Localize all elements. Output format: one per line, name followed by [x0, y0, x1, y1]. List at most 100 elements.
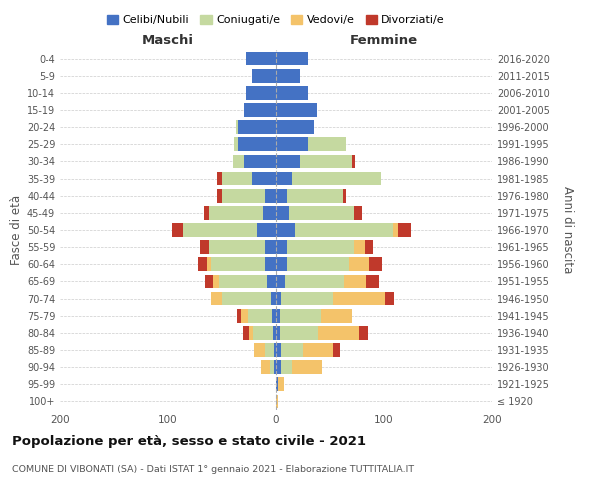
Bar — [295, 223, 392, 237]
Bar — [238, 120, 276, 134]
Bar — [300, 154, 352, 168]
Bar — [209, 206, 263, 220]
Bar — [265, 343, 274, 357]
Bar — [214, 274, 219, 288]
Bar — [318, 326, 359, 340]
Bar — [211, 258, 265, 271]
Bar — [276, 154, 300, 168]
Bar — [333, 343, 340, 357]
Bar — [276, 86, 308, 100]
Bar — [254, 343, 265, 357]
Bar — [280, 326, 318, 340]
Text: Popolazione per età, sesso e stato civile - 2021: Popolazione per età, sesso e stato civil… — [12, 435, 366, 448]
Bar — [303, 343, 333, 357]
Bar — [257, 223, 276, 237]
Bar — [236, 120, 238, 134]
Bar — [287, 240, 354, 254]
Bar — [343, 189, 346, 202]
Bar — [268, 274, 276, 288]
Bar — [207, 258, 211, 271]
Bar — [281, 343, 303, 357]
Bar — [222, 172, 252, 185]
Bar — [276, 258, 287, 271]
Bar — [276, 69, 300, 82]
Bar — [198, 258, 207, 271]
Bar — [276, 223, 295, 237]
Bar — [253, 326, 273, 340]
Bar — [248, 309, 272, 322]
Bar — [276, 394, 278, 408]
Bar — [246, 52, 276, 66]
Text: COMUNE DI VIBONATI (SA) - Dati ISTAT 1° gennaio 2021 - Elaborazione TUTTITALIA.I: COMUNE DI VIBONATI (SA) - Dati ISTAT 1° … — [12, 465, 414, 474]
Bar — [261, 360, 269, 374]
Bar — [238, 138, 276, 151]
Bar — [246, 86, 276, 100]
Bar — [273, 326, 276, 340]
Bar — [398, 223, 411, 237]
Bar — [276, 206, 289, 220]
Bar — [276, 360, 281, 374]
Bar — [244, 103, 276, 117]
Bar — [365, 240, 373, 254]
Bar — [292, 360, 322, 374]
Bar — [292, 172, 381, 185]
Bar — [205, 274, 214, 288]
Bar — [369, 258, 382, 271]
Bar — [234, 138, 238, 151]
Text: Femmine: Femmine — [350, 34, 418, 46]
Bar — [276, 240, 287, 254]
Bar — [278, 378, 284, 391]
Bar — [344, 274, 365, 288]
Bar — [276, 138, 308, 151]
Bar — [200, 240, 209, 254]
Text: Maschi: Maschi — [142, 34, 194, 46]
Bar — [172, 223, 183, 237]
Bar — [203, 206, 209, 220]
Bar — [333, 292, 385, 306]
Bar — [272, 309, 276, 322]
Bar — [252, 69, 276, 82]
Bar — [269, 360, 274, 374]
Bar — [263, 206, 276, 220]
Bar — [284, 274, 344, 288]
Bar — [242, 326, 249, 340]
Bar — [281, 292, 333, 306]
Bar — [222, 189, 265, 202]
Bar — [265, 258, 276, 271]
Y-axis label: Anni di nascita: Anni di nascita — [561, 186, 574, 274]
Bar — [211, 292, 222, 306]
Bar — [222, 292, 271, 306]
Bar — [237, 309, 241, 322]
Bar — [244, 154, 276, 168]
Bar — [359, 326, 368, 340]
Bar — [276, 343, 281, 357]
Bar — [233, 154, 244, 168]
Y-axis label: Fasce di età: Fasce di età — [10, 195, 23, 265]
Bar — [265, 240, 276, 254]
Bar — [276, 52, 308, 66]
Bar — [281, 360, 292, 374]
Bar — [276, 309, 280, 322]
Bar — [274, 360, 276, 374]
Bar — [322, 309, 352, 322]
Bar — [354, 206, 362, 220]
Bar — [385, 292, 394, 306]
Bar — [276, 326, 280, 340]
Bar — [276, 189, 287, 202]
Bar — [274, 343, 276, 357]
Bar — [276, 172, 292, 185]
Bar — [249, 326, 253, 340]
Bar — [280, 309, 322, 322]
Bar — [217, 189, 222, 202]
Bar — [183, 223, 257, 237]
Bar — [287, 258, 349, 271]
Bar — [352, 154, 355, 168]
Bar — [252, 172, 276, 185]
Bar — [209, 240, 265, 254]
Bar — [289, 206, 354, 220]
Bar — [308, 138, 346, 151]
Bar — [219, 274, 268, 288]
Bar — [276, 274, 284, 288]
Bar — [392, 223, 398, 237]
Bar — [271, 292, 276, 306]
